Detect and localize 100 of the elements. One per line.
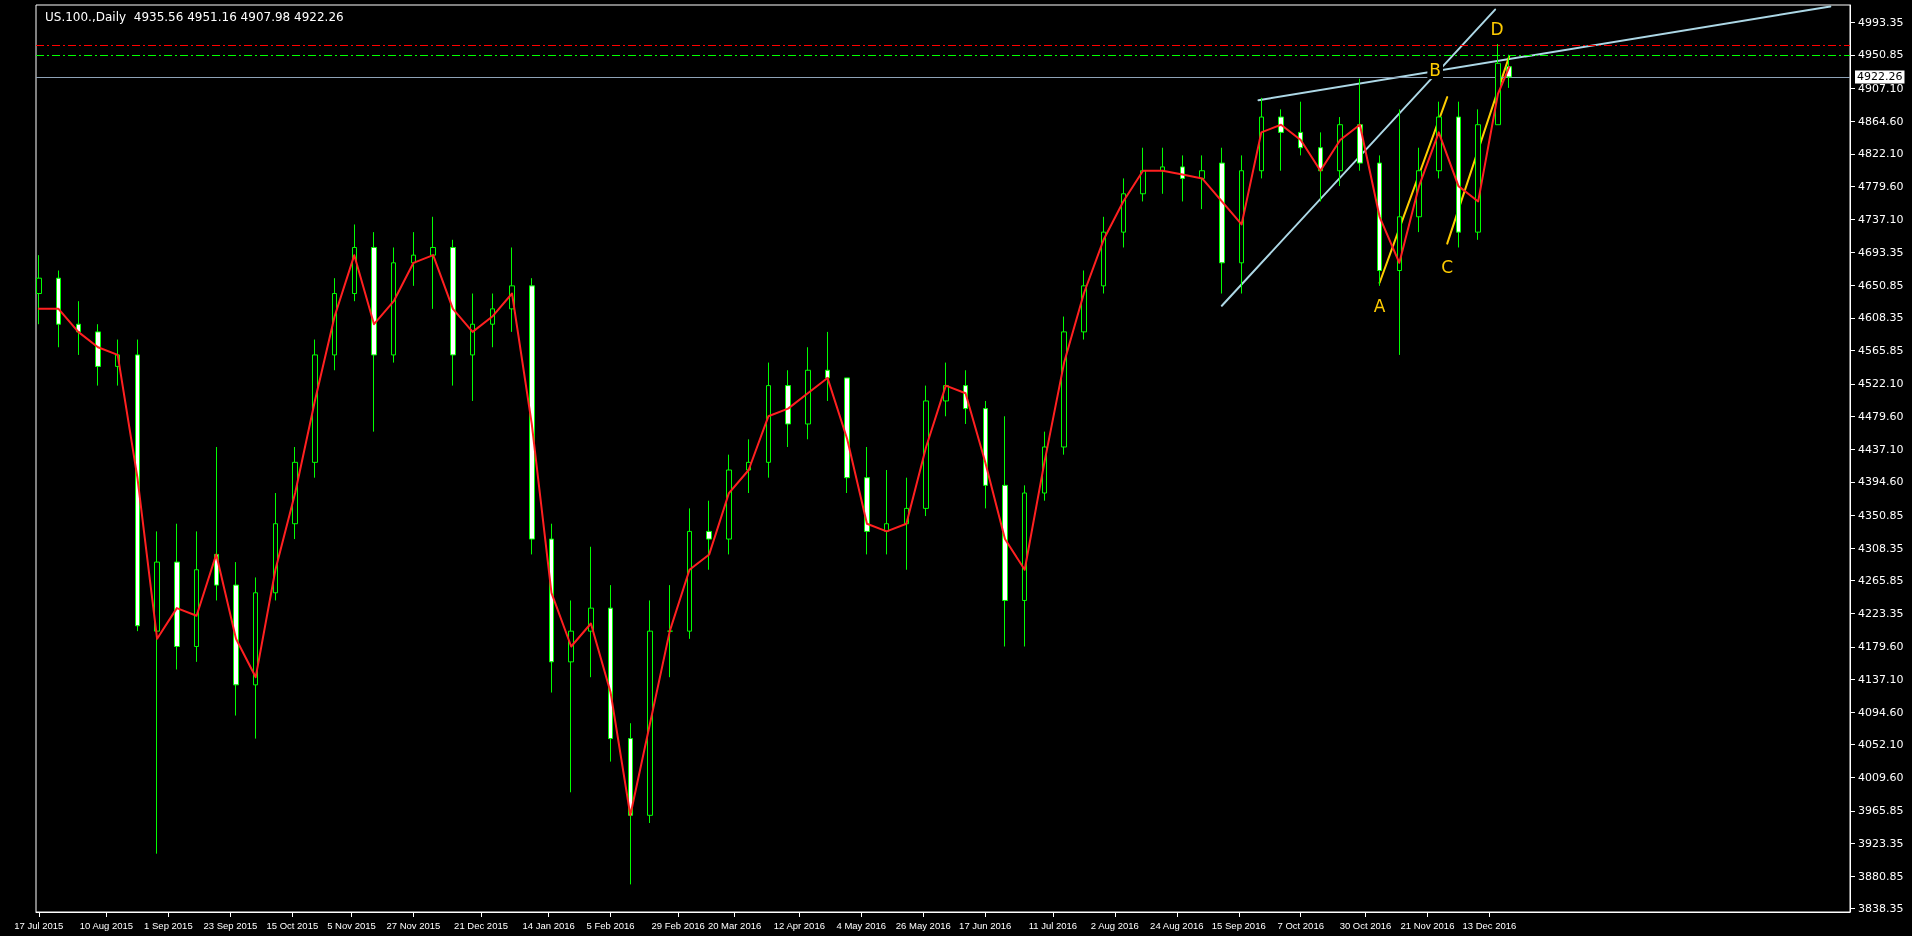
annotation: B — [1429, 59, 1442, 80]
candlestick — [608, 584, 613, 763]
x-tick-label: 12 Apr 2016 — [773, 919, 825, 931]
y-tick-label: 4650.85 — [1858, 278, 1904, 292]
x-tick-label: 17 Jun 2016 — [959, 919, 1012, 931]
candlestick — [805, 346, 811, 440]
y-tick-label: 4608.35 — [1858, 311, 1904, 325]
y-tick-label: 3965.85 — [1858, 804, 1904, 818]
candlestick — [1397, 108, 1402, 356]
candlestick — [1318, 131, 1323, 202]
y-tick-label: 4950.85 — [1858, 48, 1904, 62]
x-tick-label: 21 Dec 2015 — [454, 919, 508, 931]
candlestick — [667, 584, 673, 678]
candlestick — [95, 323, 101, 387]
y-tick-label: 4522.10 — [1858, 377, 1904, 391]
y-tick-label: 4052.10 — [1858, 738, 1904, 752]
candlestick — [1259, 97, 1264, 179]
candlestick — [1337, 116, 1343, 187]
candlestick — [1456, 101, 1461, 248]
x-tick-label: 13 Dec 2016 — [1462, 919, 1517, 931]
y-tick-label: 4094.60 — [1858, 705, 1904, 719]
y-tick-label: 4223.35 — [1858, 606, 1904, 620]
y-tick-label: 4779.60 — [1858, 179, 1904, 193]
y-tick-label: 4265.85 — [1858, 574, 1904, 588]
candlestick — [470, 293, 475, 402]
annotation: C — [1441, 257, 1454, 278]
x-tick-label: 5 Nov 2015 — [327, 919, 376, 931]
candlestick — [1180, 154, 1185, 202]
candlestick — [411, 231, 416, 287]
x-tick-label: 2 Aug 2016 — [1090, 919, 1139, 931]
candlestick — [312, 339, 318, 479]
y-tick-label: 4737.10 — [1858, 212, 1904, 226]
candlestick — [785, 369, 791, 448]
x-tick-label: 17 Jul 2015 — [14, 919, 64, 931]
candlestick — [1219, 147, 1225, 295]
candlestick — [706, 500, 712, 571]
x-tick-label: 30 Oct 2016 — [1339, 919, 1392, 931]
candlestick — [1160, 147, 1165, 195]
x-tick-label: 11 Jul 2016 — [1028, 919, 1078, 931]
candlestick — [766, 362, 771, 479]
candlestick — [1239, 154, 1244, 295]
y-tick-label: 3923.35 — [1858, 836, 1904, 850]
x-tick-label: 15 Sep 2016 — [1211, 919, 1266, 931]
candlestick — [825, 331, 830, 402]
candlestick — [1436, 101, 1442, 179]
x-tick-label: 29 Feb 2016 — [651, 919, 705, 931]
y-tick-label: 3838.35 — [1858, 902, 1904, 916]
candlestick — [391, 246, 396, 364]
candlestick — [233, 561, 239, 717]
candlestick — [174, 523, 180, 671]
y-tick-label: 4009.60 — [1858, 770, 1904, 784]
y-tick-label: 4179.60 — [1858, 640, 1904, 654]
candlestick — [135, 339, 140, 632]
candlestick — [529, 277, 535, 555]
chart-title: US.100.,Daily 4935.56 4951.16 4907.98 4922.26 — [45, 10, 344, 24]
candlestick — [36, 254, 42, 325]
candlestick — [194, 530, 199, 663]
y-tick-label: 4137.10 — [1858, 672, 1904, 686]
candlestick — [56, 270, 61, 348]
candlestick — [726, 454, 732, 555]
candlestick — [647, 599, 653, 824]
y-tick-label: 4479.60 — [1858, 410, 1904, 424]
candlestick — [983, 400, 988, 509]
candlestick — [844, 377, 850, 494]
annotation: A — [1373, 296, 1386, 317]
y-tick-label: 4822.10 — [1858, 147, 1904, 161]
y-tick-label: 4394.60 — [1858, 475, 1904, 489]
annotation: D — [1490, 18, 1504, 39]
candlestick — [253, 576, 258, 740]
x-tick-label: 15 Oct 2015 — [266, 919, 319, 931]
y-tick-label: 4864.60 — [1858, 114, 1904, 128]
x-tick-label: 5 Feb 2016 — [586, 919, 635, 931]
candlestick — [687, 507, 692, 640]
candlestick — [1199, 154, 1205, 210]
candlestick — [76, 300, 81, 356]
x-tick-label: 1 Sep 2015 — [144, 919, 193, 931]
candlestick — [1377, 154, 1382, 287]
candlestick — [1140, 147, 1146, 202]
candlestick — [549, 523, 554, 694]
x-tick-label: 20 Mar 2016 — [707, 919, 762, 931]
y-tick-label: 4565.85 — [1858, 343, 1904, 357]
x-tick-label: 21 Nov 2016 — [1400, 919, 1455, 931]
x-tick-label: 27 Nov 2015 — [386, 919, 441, 931]
y-tick-label: 4993.35 — [1858, 15, 1904, 29]
candlestick — [864, 446, 870, 555]
y-tick-label: 4437.10 — [1858, 442, 1904, 456]
y-tick-label: 4308.35 — [1858, 541, 1904, 555]
candlestick — [450, 239, 456, 387]
x-tick-label: 23 Sep 2015 — [203, 919, 258, 931]
x-tick-label: 26 May 2016 — [895, 919, 951, 931]
candlestick — [1002, 415, 1008, 647]
x-tick-label: 10 Aug 2015 — [79, 919, 134, 931]
candlestick — [628, 722, 633, 885]
candlestick — [884, 469, 889, 555]
candlestick — [923, 385, 929, 517]
candlestick — [1121, 177, 1126, 248]
x-tick-label: 14 Jan 2016 — [522, 919, 575, 931]
candlestick — [154, 530, 160, 855]
x-tick-label: 7 Oct 2016 — [1277, 919, 1324, 931]
candlestick — [1061, 316, 1067, 456]
